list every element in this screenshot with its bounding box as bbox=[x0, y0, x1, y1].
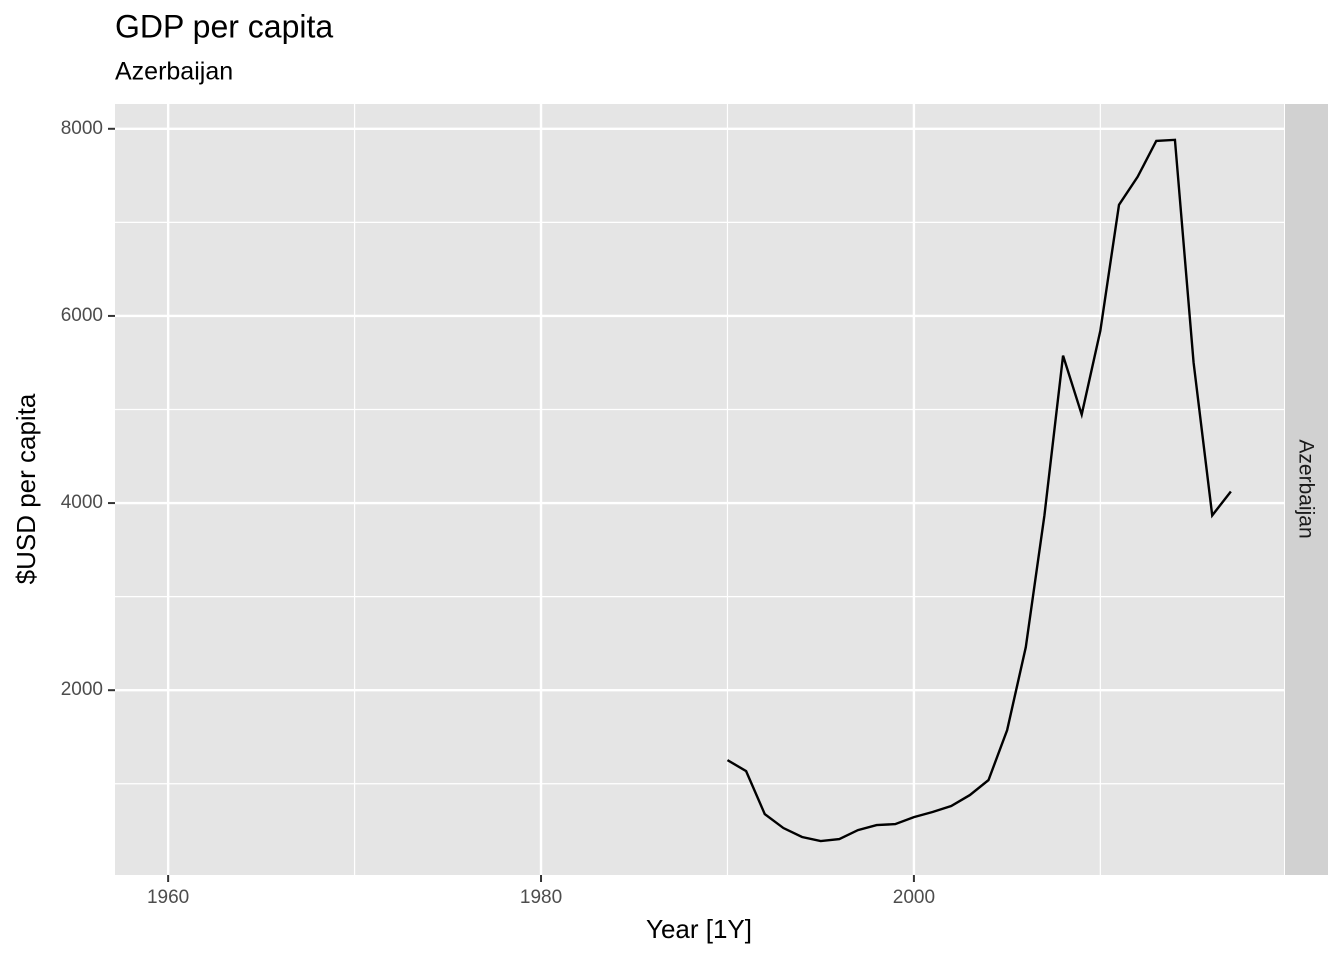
x-axis-label: Year [1Y] bbox=[646, 914, 752, 944]
strip bbox=[1285, 104, 1328, 875]
panel bbox=[115, 104, 1284, 875]
line bbox=[726, 138, 1232, 843]
y-axis-label: $USD per capita bbox=[11, 393, 41, 584]
x-tick-label: 2000 bbox=[893, 887, 935, 908]
strip-label: Azerbaijan bbox=[1294, 439, 1317, 538]
chart-title: GDP per capita bbox=[115, 8, 333, 44]
x-tick-label: 1960 bbox=[147, 887, 189, 908]
y-tick-label: 6000 bbox=[61, 305, 103, 326]
x-tick-label: 1980 bbox=[520, 887, 562, 908]
y-tick-label: 4000 bbox=[61, 492, 103, 513]
chart-subtitle: Azerbaijan bbox=[115, 58, 233, 86]
y-tick-label: 8000 bbox=[61, 118, 103, 139]
y-tick-label: 2000 bbox=[61, 679, 103, 700]
